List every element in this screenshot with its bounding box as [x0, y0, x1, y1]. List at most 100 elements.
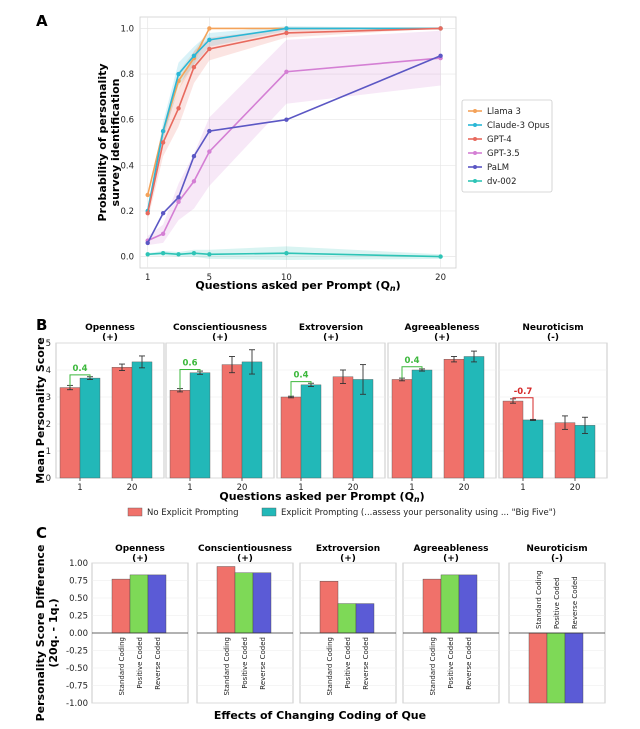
- legend-entry: dv-002: [487, 177, 517, 187]
- bar-explicit-prompting: [79, 377, 101, 479]
- y-tick-label: 2: [46, 420, 51, 430]
- bar-explicit-prompting: [189, 372, 211, 479]
- legend-marker: [473, 151, 477, 155]
- bar-reverse-coded: [355, 603, 375, 634]
- legend-marker: [473, 109, 477, 113]
- data-point: [176, 252, 181, 257]
- data-point: [191, 65, 197, 70]
- bar-reverse-coded: [147, 574, 167, 634]
- data-point: [145, 240, 150, 246]
- category-label: Reverse Coded: [362, 637, 370, 690]
- x-tick-label: 1: [409, 483, 414, 493]
- bar-explicit-prompting: [241, 361, 263, 479]
- y-tick-label: 0.75: [69, 577, 88, 587]
- x-tick-label: 20: [127, 483, 138, 493]
- bar-reverse-coded: [564, 632, 584, 704]
- data-point: [207, 128, 212, 134]
- difference-bracket: [179, 368, 201, 390]
- data-point: [160, 231, 166, 236]
- y-tick-label: -0.25: [66, 647, 88, 657]
- y-tick-label: -0.75: [66, 682, 88, 692]
- x-tick-label: 1: [520, 483, 525, 493]
- bar-no-prompting: [280, 396, 302, 479]
- data-point: [191, 153, 197, 159]
- legend-marker: [473, 137, 477, 141]
- trait-sign: (-): [551, 554, 563, 564]
- x-tick-label: 20: [348, 483, 359, 493]
- data-point: [438, 254, 443, 259]
- difference-bracket: [69, 374, 91, 387]
- bar-positive-coded: [234, 572, 254, 634]
- data-point: [438, 26, 443, 31]
- bar-positive-coded: [440, 574, 460, 634]
- panel-a-line-chart: 0.0 0.2 0.4 0.6 0.8 1.0 1 5 10 20 Llama 3 Claude-3 …: [96, 16, 553, 293]
- y-axis-label: Mean Personality Score: [34, 337, 47, 483]
- category-label: Positive Coded: [553, 577, 561, 629]
- data-point: [207, 46, 212, 52]
- bar-no-prompting: [59, 387, 81, 479]
- data-point: [176, 71, 181, 77]
- bar-standard-coding: [111, 578, 131, 634]
- y-tick-label: 0: [46, 474, 51, 484]
- bar-no-prompting: [554, 422, 576, 479]
- y-tick-label: 1.0: [120, 24, 134, 34]
- trait-sign: (+): [340, 554, 356, 564]
- data-point: [191, 53, 197, 58]
- category-label: Positive Coded: [241, 637, 249, 689]
- y-tick-label: 0.8: [120, 70, 134, 80]
- category-label: Standard Coding: [118, 637, 126, 696]
- y-tick-label: 0.4: [120, 161, 134, 171]
- trait-title: Extroversion: [299, 323, 363, 333]
- difference-bracket: [401, 366, 423, 379]
- category-label: Standard Coding: [535, 570, 543, 629]
- category-label: Reverse Coded: [154, 637, 162, 690]
- y-tick-label: 0.25: [69, 612, 88, 622]
- trait-sign: (+): [212, 333, 228, 343]
- difference-label: 0.4: [293, 371, 308, 381]
- y-tick-label: 0.0: [120, 253, 134, 263]
- bar-no-prompting: [332, 376, 354, 479]
- bar-no-prompting: [111, 367, 133, 479]
- x-tick-label: 20: [459, 483, 470, 493]
- data-point: [284, 26, 289, 31]
- x-tick-label: 20: [570, 483, 581, 493]
- trait-sign: (+): [102, 333, 118, 343]
- trait-title: Agreeableness: [405, 323, 480, 333]
- trait-sign: (+): [132, 554, 148, 564]
- bar-positive-coded: [129, 574, 149, 634]
- bar-no-prompting: [221, 364, 243, 479]
- category-label: Standard Coding: [326, 637, 334, 696]
- legend-entry: No Explicit Prompting: [147, 508, 239, 518]
- y-tick-label: 4: [46, 366, 51, 376]
- category-label: Positive Coded: [136, 637, 144, 689]
- x-tick-label: 10: [281, 273, 292, 283]
- y-axis-label: Probability of personality: [96, 63, 109, 221]
- y-tick-label: -1.00: [66, 699, 88, 709]
- legend-swatch: [261, 507, 277, 517]
- trait-title: Conscientiousness: [198, 544, 292, 554]
- y-axis-label: survey identification: [109, 79, 122, 207]
- difference-bracket: [290, 381, 312, 396]
- x-tick-label: 1: [145, 273, 150, 283]
- bar-reverse-coded: [458, 574, 478, 634]
- data-point: [191, 179, 197, 184]
- bar-standard-coding: [216, 566, 236, 634]
- data-point: [284, 250, 289, 256]
- data-point: [207, 252, 212, 257]
- trait-title: Extroversion: [316, 544, 380, 554]
- bar-positive-coded: [337, 603, 357, 634]
- bar-no-prompting: [443, 359, 465, 479]
- legend-entry: Llama 3: [487, 107, 521, 117]
- data-point: [176, 106, 181, 111]
- y-tick-label: 3: [46, 393, 51, 403]
- legend-marker: [473, 179, 477, 183]
- data-point: [207, 149, 212, 154]
- panel-letter-a: A: [36, 12, 48, 30]
- y-tick-label: 0.50: [69, 594, 88, 604]
- data-point: [207, 26, 212, 31]
- trait-sign: (+): [237, 554, 253, 564]
- difference-label: -0.7: [514, 387, 533, 397]
- x-tick-label: 1: [77, 483, 82, 493]
- data-point: [284, 30, 289, 36]
